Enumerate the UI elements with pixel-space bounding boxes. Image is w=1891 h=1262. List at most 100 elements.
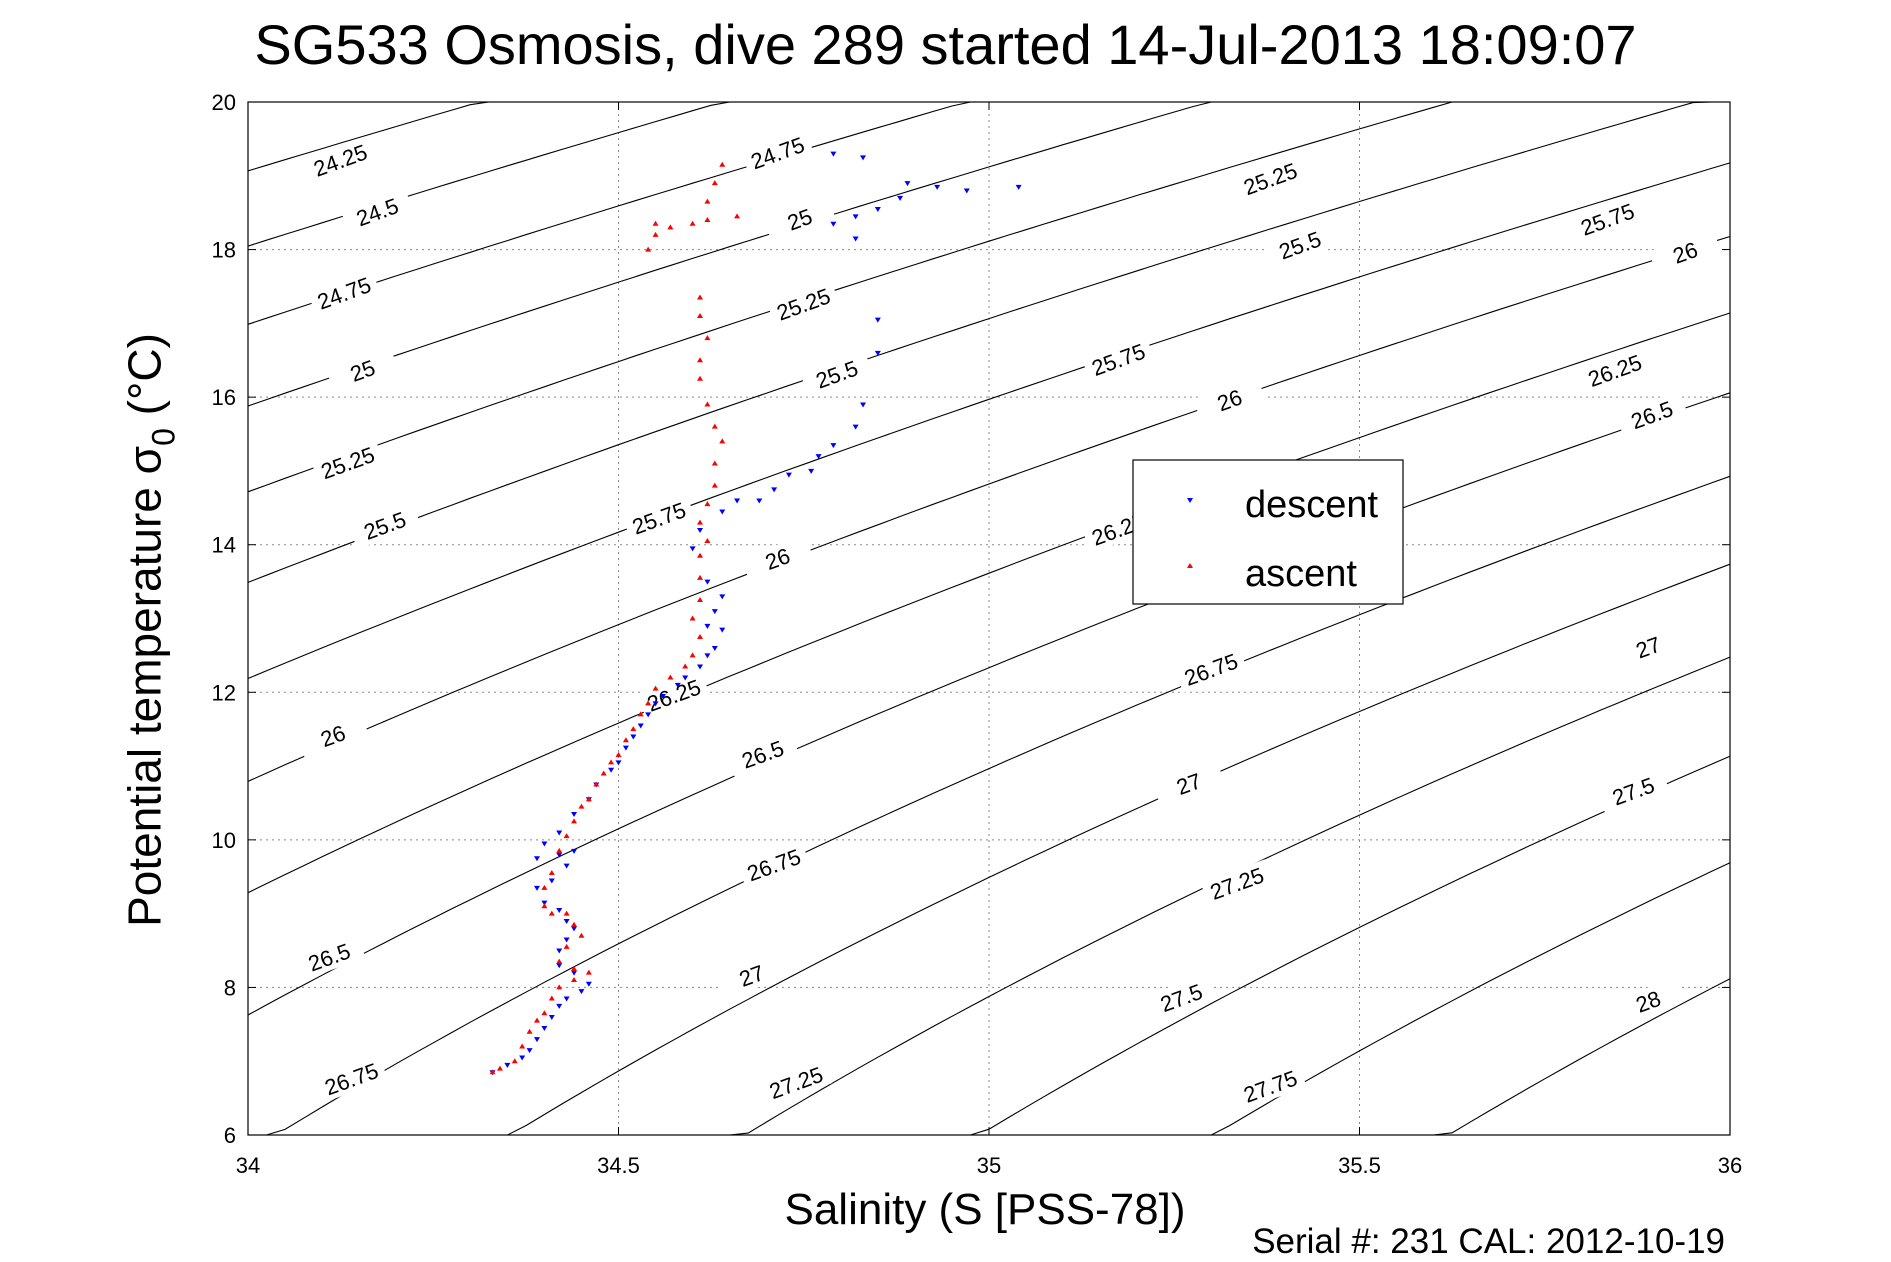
isopycnal-line — [247, 101, 1564, 493]
y-tick-label: 8 — [224, 975, 236, 1000]
descent-point — [815, 454, 822, 460]
density-contours — [247, 101, 1731, 1136]
ascent-point — [711, 423, 718, 429]
axis-ticks: 34 34.5 35 35.5 36 6 8 10 12 14 16 18 20 — [212, 90, 1743, 1178]
contour-label-bg — [637, 671, 711, 719]
descent-point — [652, 701, 659, 707]
ascent-point — [571, 965, 578, 971]
y-tick-label: 18 — [212, 238, 236, 263]
descent-point — [830, 151, 837, 157]
descent-point — [689, 546, 696, 552]
contour-label: 25.75 — [1088, 339, 1148, 381]
ascent-point — [585, 796, 592, 802]
ascent-point — [697, 519, 704, 525]
ascent-point — [563, 910, 570, 916]
descent-point — [533, 885, 540, 891]
ascent-point — [645, 700, 652, 706]
descent-point — [808, 468, 815, 474]
descent-point — [563, 863, 570, 869]
ascent-point — [645, 246, 652, 252]
isopycnal-line — [1155, 862, 1731, 1136]
legend: descent ascent — [1132, 459, 1404, 605]
descent-point — [734, 498, 741, 504]
descent-point — [556, 852, 563, 858]
isopycnal-line — [247, 101, 600, 172]
ascent-point — [697, 574, 704, 580]
contour-label-bg — [1578, 346, 1652, 395]
legend-marker-descent — [1187, 498, 1193, 503]
contour-label: 24.75 — [747, 132, 807, 174]
descent-point — [711, 609, 718, 615]
descent-point — [756, 498, 763, 504]
contour-label-bg — [1263, 221, 1337, 269]
contour-label-bg — [1570, 195, 1644, 243]
x-tick-label: 34.5 — [597, 1153, 640, 1178]
ascent-point — [563, 943, 570, 949]
legend-label-ascent: ascent — [1245, 553, 1357, 595]
descent-point — [556, 907, 563, 913]
ascent-point — [667, 674, 674, 680]
ascent-point — [608, 759, 615, 765]
contour-label-bg — [348, 501, 422, 550]
y-tick-label: 12 — [212, 680, 236, 705]
descent-point — [934, 184, 941, 190]
descent-point — [533, 856, 540, 862]
contour-label-bg — [1144, 973, 1218, 1022]
y-tick-label: 20 — [212, 90, 236, 115]
ascent-point — [652, 231, 659, 237]
ascent-point — [697, 294, 704, 300]
descent-point — [637, 723, 644, 729]
descent-point — [830, 221, 837, 227]
descent-point — [897, 195, 904, 201]
descent-point — [615, 760, 622, 766]
y-axis-label: Potential temperature σ0 (°C) — [118, 333, 183, 927]
x-tick-label: 35 — [977, 1153, 1001, 1178]
chart-title: SG533 Osmosis, dive 289 started 14-Jul-2… — [254, 13, 1637, 76]
grid-lines — [248, 102, 1730, 1135]
y-tick-label: 14 — [212, 533, 236, 558]
isopycnal-line — [247, 312, 1731, 894]
descent-point — [785, 472, 792, 478]
contour-label: 27.5 — [1609, 772, 1658, 810]
ascent-point — [548, 870, 555, 876]
ascent-point — [585, 969, 592, 975]
descent-point — [711, 646, 718, 652]
descent-point — [563, 996, 570, 1002]
ascent-point — [734, 213, 741, 219]
isopycnal-line — [247, 101, 1730, 583]
contour-label-bg — [326, 346, 399, 395]
legend-label-descent: descent — [1245, 484, 1379, 526]
descent-point — [541, 900, 548, 906]
descent-point — [548, 878, 555, 884]
contour-label: 24.75 — [314, 272, 374, 314]
isopycnal-line — [247, 235, 1731, 782]
ascent-point — [563, 833, 570, 839]
contour-label-bg — [340, 187, 414, 236]
descent-point — [704, 653, 711, 659]
descent-point — [504, 1062, 511, 1068]
contour-label: 25.25 — [1240, 158, 1300, 200]
ascent-point — [697, 375, 704, 381]
ascent-point — [697, 357, 704, 363]
contour-label: 25.75 — [1577, 198, 1637, 240]
contour-label: 25.25 — [318, 442, 378, 484]
descent-point — [571, 812, 578, 818]
contour-label-bg — [311, 438, 385, 487]
descent-point — [526, 1048, 533, 1054]
descent-point — [719, 594, 726, 600]
descent-point — [556, 1003, 563, 1009]
contour-label-bg — [1596, 767, 1670, 815]
descent-point — [874, 317, 881, 323]
ascent-point — [704, 198, 711, 204]
descent-point — [548, 1014, 555, 1020]
descent-point — [704, 623, 711, 629]
contour-label-bg — [296, 711, 370, 760]
ascent-point — [689, 615, 696, 621]
ascent-point — [704, 538, 711, 544]
contour-label-bg — [715, 951, 788, 1000]
ascent-point — [689, 652, 696, 658]
y-axis-label-main: Potential temperature σ — [118, 445, 171, 927]
contour-label-bg — [1611, 623, 1685, 671]
descent-point — [556, 830, 563, 836]
